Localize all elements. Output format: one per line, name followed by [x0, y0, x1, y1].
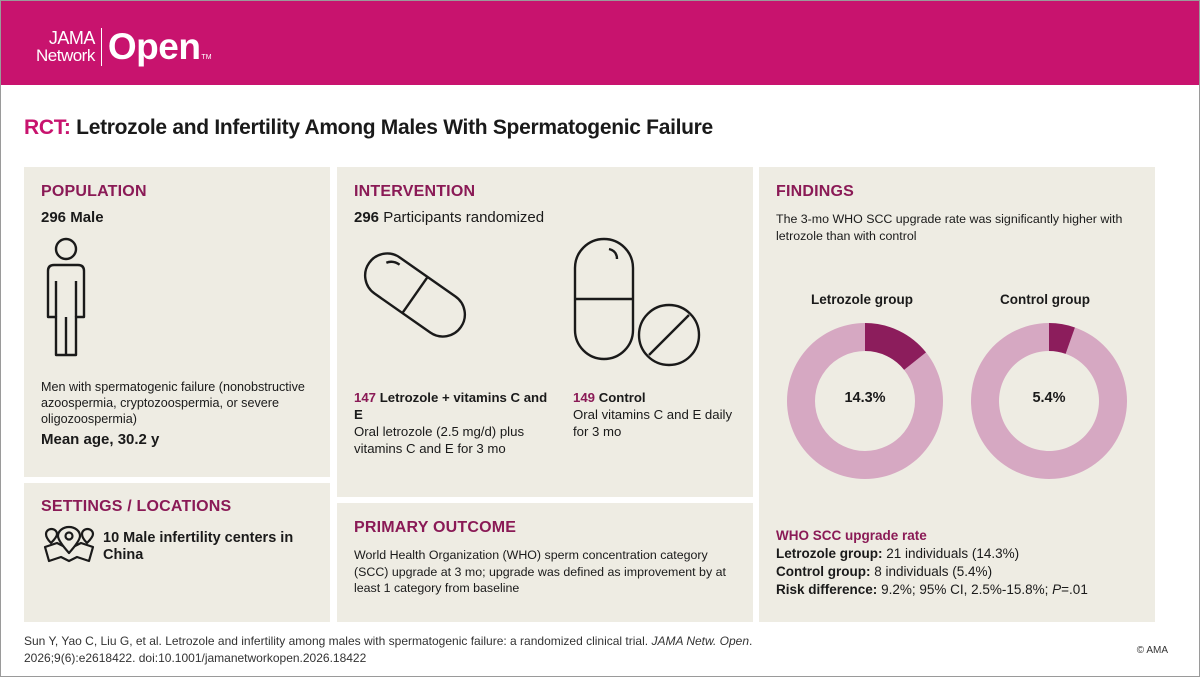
title-prefix: RCT:: [24, 116, 71, 139]
person-icon: [46, 237, 86, 357]
settings-heading: SETTINGS / LOCATIONS: [41, 498, 232, 515]
findings-heading: FINDINGS: [776, 183, 855, 200]
p-value: =.01: [1061, 582, 1088, 597]
logo-open: Open: [107, 26, 201, 67]
outcome-heading: PRIMARY OUTCOME: [354, 519, 517, 536]
arm2-detail: Oral vitamins C and E daily for 3 mo: [573, 407, 733, 439]
rate-letrozole-label: Letrozole group:: [776, 546, 883, 561]
population-mean-age: Mean age, 30.2 y: [41, 431, 160, 448]
rate-control-value: 8 individuals (5.4%): [874, 564, 993, 579]
intervention-heading: INTERVENTION: [354, 183, 476, 200]
donut-chart-control: [971, 323, 1127, 479]
citation-rest: . 2026;9(6):e2618422. doi:10.1001/jamane…: [24, 634, 753, 665]
arm1-number: 147: [354, 390, 377, 405]
arm2-number: 149: [573, 390, 596, 405]
rate-letrozole: Letrozole group: 21 individuals (14.3%): [776, 545, 1019, 563]
donut-chart-letrozole: [787, 323, 943, 479]
capsule-tablet-icon: [573, 237, 701, 367]
group-label-letrozole: Letrozole group: [811, 292, 913, 307]
p-label: P: [1052, 582, 1062, 597]
arm-control: 149 Control Oral vitamins C and E daily …: [573, 389, 743, 440]
rate-risk-value: 9.2%; 95% CI, 2.5%-15.8%;: [881, 582, 1053, 597]
findings-panel: FINDINGS The 3-mo WHO SCC upgrade rate w…: [759, 167, 1155, 622]
jama-network-open-logo: JAMA Network Open TM: [36, 25, 212, 69]
donut-slice-remainder: [971, 323, 1127, 479]
logo-left-text: JAMA Network: [36, 28, 96, 65]
rate-risk-label: Risk difference:: [776, 582, 878, 597]
pct-label-letrozole: 14.3%: [844, 390, 886, 406]
logo-trademark: TM: [201, 54, 212, 61]
group-label-control: Control group: [1000, 292, 1090, 307]
header-bar: JAMA Network Open TM: [1, 1, 1199, 85]
location-map-icon: [43, 525, 95, 563]
arm1-detail: Oral letrozole (2.5 mg/d) plus vitamins …: [354, 424, 525, 456]
logo-divider: [100, 28, 102, 66]
population-description: Men with spermatogenic failure (nonobstr…: [41, 380, 305, 426]
page-title: RCT: Letrozole and Infertility Among Mal…: [24, 116, 713, 140]
outcome-text: World Health Organization (WHO) sperm co…: [354, 548, 726, 595]
arm-letrozole: 147 Letrozole + vitamins C and E Oral le…: [354, 389, 549, 457]
settings-panel: SETTINGS / LOCATIONS 10 Male infertility…: [24, 483, 330, 622]
rate-letrozole-value: 21 individuals (14.3%): [886, 546, 1020, 561]
rate-risk-difference: Risk difference: 9.2%; 95% CI, 2.5%-15.8…: [776, 581, 1088, 599]
citation-journal: JAMA Netw. Open: [651, 634, 750, 648]
population-panel: POPULATION 296 Male Men with spermatogen…: [24, 167, 330, 477]
donut-slice-upgrade: [865, 323, 927, 370]
population-heading: POPULATION: [41, 183, 147, 200]
citation-authors: Sun Y, Yao C, Liu G, et al. Letrozole an…: [24, 634, 652, 648]
donut-slice-remainder: [787, 323, 943, 479]
citation: Sun Y, Yao C, Liu G, et al. Letrozole an…: [24, 633, 824, 667]
logo-jama: JAMA: [48, 28, 96, 48]
randomized-count: 296 Participants randomized: [354, 209, 544, 226]
pct-label-control: 5.4%: [1032, 390, 1066, 406]
donut-slice-upgrade: [1049, 323, 1075, 354]
copyright: © AMA: [1136, 645, 1168, 656]
capsule-icon: [363, 252, 467, 338]
randomized-number: 296: [354, 209, 380, 226]
arm2-name: Control: [598, 390, 646, 405]
rate-control-label: Control group:: [776, 564, 871, 579]
title-text: Letrozole and Infertility Among Males Wi…: [76, 116, 713, 139]
population-count: 296 Male: [41, 209, 104, 226]
randomized-text: Participants randomized: [383, 209, 545, 226]
arm1-name: Letrozole + vitamins C and E: [354, 390, 548, 422]
rate-control: Control group: 8 individuals (5.4%): [776, 563, 992, 581]
rate-heading: WHO SCC upgrade rate: [776, 528, 927, 543]
intervention-panel: INTERVENTION 296 Participants randomized…: [337, 167, 753, 497]
logo-network: Network: [36, 46, 95, 65]
primary-outcome-panel: PRIMARY OUTCOME World Health Organizatio…: [337, 503, 753, 622]
settings-text: 10 Male infertility centers in China: [103, 530, 294, 563]
findings-text: The 3-mo WHO SCC upgrade rate was signif…: [776, 212, 1123, 243]
